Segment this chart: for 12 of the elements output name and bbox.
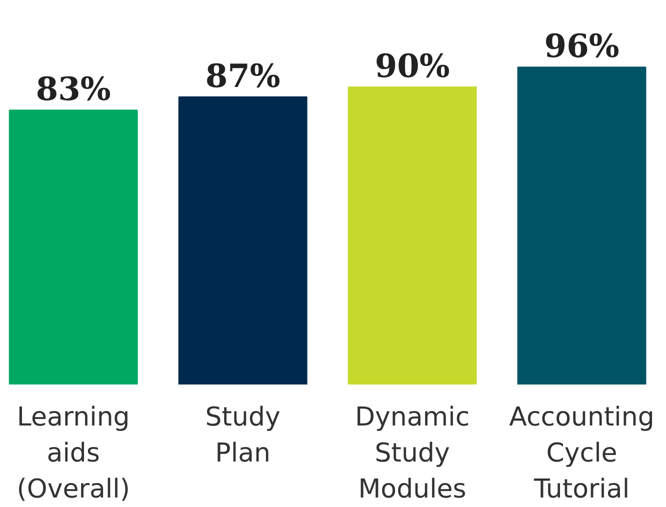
x-tick-label: Learning aids (Overall): [16, 402, 130, 504]
bar: [8, 110, 138, 384]
x-tick-label: Dynamic Study Modules: [354, 402, 470, 504]
x-tick-label: Study Plan: [205, 402, 280, 468]
x-tick-label: Accounting Cycle Tutorial: [509, 402, 654, 504]
data-label: 90%: [374, 46, 450, 85]
data-label: 96%: [544, 27, 620, 66]
data-label: 83%: [36, 70, 111, 108]
bar: [517, 66, 646, 384]
bar: [348, 86, 477, 384]
data-label: 87%: [205, 56, 280, 95]
bar: [178, 96, 308, 384]
